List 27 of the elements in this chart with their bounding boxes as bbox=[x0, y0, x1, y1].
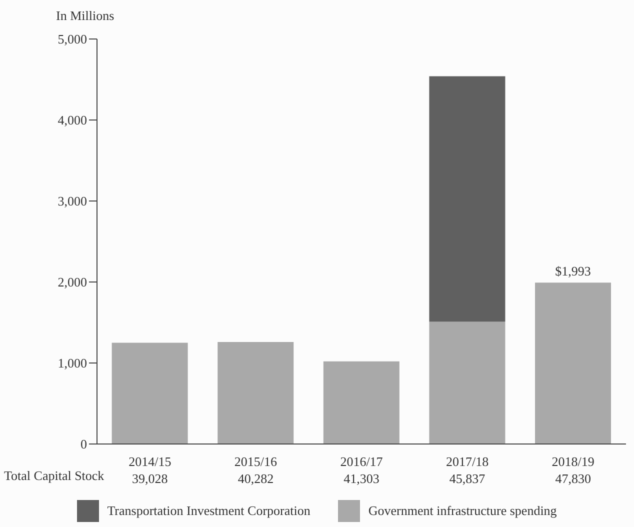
y-tick-label: 5,000 bbox=[58, 32, 87, 47]
y-tick-label: 4,000 bbox=[58, 112, 87, 128]
legend-label: Transportation Investment Corporation bbox=[107, 503, 310, 519]
x-tick-label: 2015/16 bbox=[234, 454, 278, 469]
y-tick-label: 3,000 bbox=[58, 194, 87, 209]
text: 45,837 bbox=[449, 471, 486, 486]
data-label: $1,993 bbox=[555, 264, 591, 279]
y-tick-label: 1,000 bbox=[58, 356, 87, 371]
text: 41,303 bbox=[344, 471, 380, 486]
x-tick-label: 2016/17 bbox=[340, 454, 384, 469]
bar bbox=[323, 361, 400, 444]
y-tick-label: 2,000 bbox=[58, 274, 87, 290]
bar bbox=[429, 76, 506, 322]
legend-label: Government infrastructure spending bbox=[368, 503, 557, 519]
bar bbox=[535, 282, 612, 444]
y-axis-title: In Millions bbox=[56, 8, 114, 24]
text: 39,028 bbox=[132, 471, 168, 486]
y-tick-label: 0 bbox=[80, 436, 87, 452]
x-tick-label: 2018/19 bbox=[552, 454, 594, 469]
text: 47,830 bbox=[555, 471, 591, 486]
text: Total Capital Stock bbox=[4, 468, 104, 484]
text: 40,282 bbox=[238, 471, 274, 486]
bar bbox=[112, 342, 188, 444]
x-tick-label: 2014/15 bbox=[128, 454, 172, 469]
bar bbox=[429, 322, 506, 444]
bar bbox=[218, 342, 294, 444]
x-tick-label: 2017/18 bbox=[446, 454, 489, 469]
